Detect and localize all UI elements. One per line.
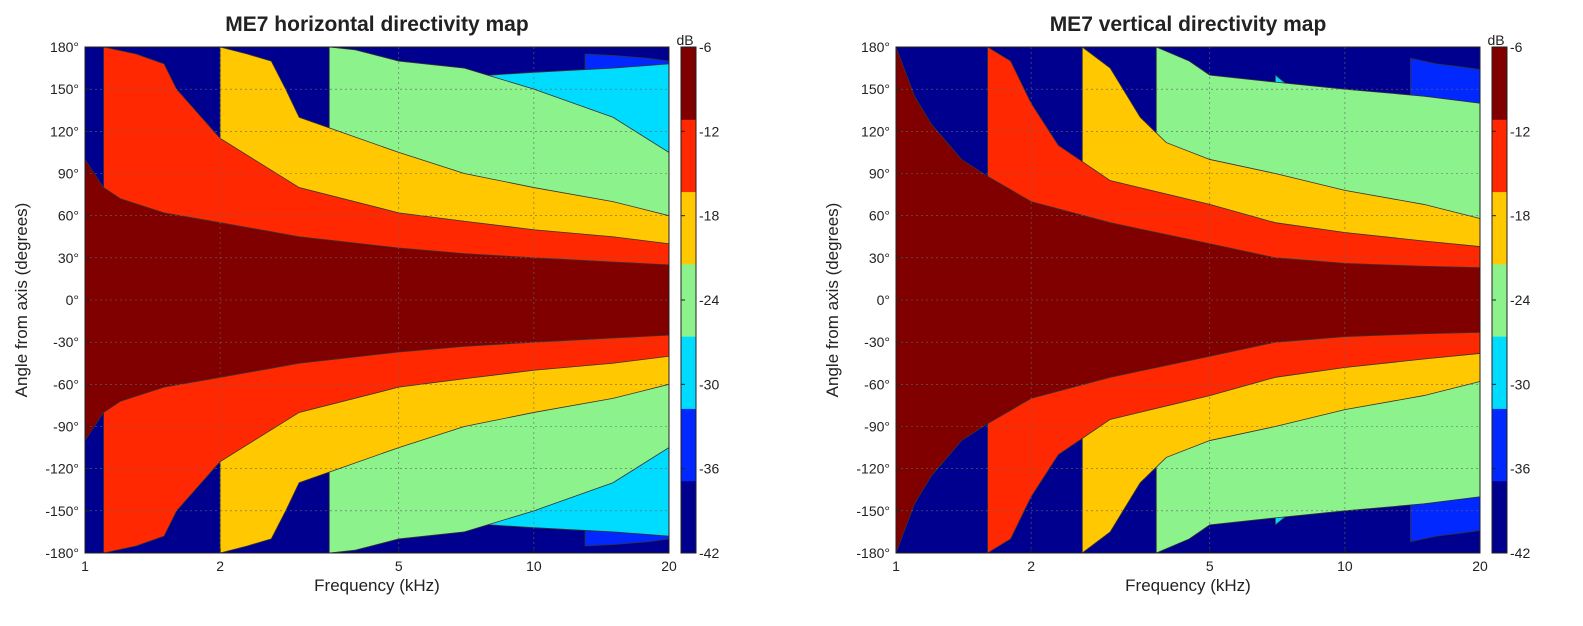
x-tick-label: 5 — [1206, 558, 1214, 574]
y-tick-label: -120° — [45, 461, 79, 477]
y-tick-label: 30° — [869, 250, 890, 266]
y-tick-label: -180° — [856, 545, 890, 561]
y-tick-label: -60° — [864, 376, 890, 392]
colorbar-tick-label: -42 — [699, 545, 719, 561]
colorbar-swatch — [681, 408, 696, 482]
colorbar-tick-label: -30 — [699, 376, 719, 392]
y-tick-label: -90° — [53, 419, 79, 435]
colorbar-swatch — [681, 191, 696, 265]
colorbar-swatch — [681, 336, 696, 409]
y-tick-label: 0° — [66, 292, 79, 308]
y-tick-label: 120° — [861, 123, 890, 139]
y-tick-label: -90° — [864, 419, 890, 435]
colorbar-tick-label: -18 — [1510, 208, 1530, 224]
x-axis-label: Frequency (kHz) — [1125, 576, 1251, 595]
colorbar-swatch — [681, 47, 696, 120]
y-tick-label: -60° — [53, 376, 79, 392]
y-tick-label: -180° — [45, 545, 79, 561]
colorbar: -6 -12 -18 -24 -30 -36 -42 dB — [676, 32, 719, 561]
colorbar-tick-label: -12 — [1510, 123, 1530, 139]
y-tick-label: 120° — [50, 123, 79, 139]
colorbar-swatch — [1492, 119, 1507, 193]
colorbar-swatch — [681, 119, 696, 193]
colorbar-swatch — [1492, 47, 1507, 120]
y-tick-label: -150° — [856, 503, 890, 519]
colorbar-tick-label: -24 — [699, 292, 719, 308]
y-tick-label: 180° — [50, 39, 79, 55]
y-tick-label: -120° — [856, 461, 890, 477]
y-tick-label: 30° — [58, 250, 79, 266]
y-axis-label: Angle from axis (degrees) — [12, 203, 31, 398]
y-tick-label: 60° — [58, 208, 79, 224]
y-tick-label: 180° — [861, 39, 890, 55]
y-tick-label: 90° — [58, 166, 79, 182]
colorbar-label: dB — [676, 32, 693, 48]
colorbar-swatch — [1492, 263, 1507, 337]
colorbar-tick-label: -6 — [699, 39, 712, 55]
y-tick-label: 90° — [869, 166, 890, 182]
colorbar-tick-label: -36 — [699, 461, 719, 477]
colorbar: -6 -12 -18 -24 -30 -36 -42 dB — [1487, 32, 1530, 561]
colorbar-tick-label: -12 — [699, 123, 719, 139]
y-tick-label: 0° — [877, 292, 890, 308]
colorbar-swatch — [1492, 480, 1507, 554]
colorbar-swatch — [1492, 336, 1507, 409]
x-tick-label: 20 — [1472, 558, 1488, 574]
chart-panel-2: 1 2 5 10 20 180° 150° 120° 90° 60° 30° 0° -30° -60° -9… — [823, 13, 1530, 595]
colorbar-tick-label: -30 — [1510, 376, 1530, 392]
y-tick-label: -30° — [864, 334, 890, 350]
chart-title: ME7 vertical directivity map — [1050, 13, 1327, 36]
colorbar-swatch — [681, 263, 696, 337]
y-tick-label: 150° — [50, 81, 79, 97]
colorbar-tick-label: -42 — [1510, 545, 1530, 561]
y-tick-label: -30° — [53, 334, 79, 350]
colorbar-label: dB — [1487, 32, 1504, 48]
y-tick-label: 60° — [869, 208, 890, 224]
colorbar-tick-label: -36 — [1510, 461, 1530, 477]
y-tick-label: 150° — [861, 81, 890, 97]
x-tick-label: 2 — [216, 558, 224, 574]
y-axis-label: Angle from axis (degrees) — [823, 203, 842, 398]
colorbar-tick-label: -18 — [699, 208, 719, 224]
x-tick-label: 1 — [892, 558, 900, 574]
x-tick-label: 10 — [526, 558, 542, 574]
x-axis-label: Frequency (kHz) — [314, 576, 440, 595]
colorbar-swatch — [1492, 191, 1507, 265]
colorbar-tick-label: -6 — [1510, 39, 1523, 55]
chart-panel-1: 1 2 5 10 20 180° 150° 120° 90° 60° 30° 0° -30° -60° -9… — [12, 13, 719, 595]
colorbar-tick-label: -24 — [1510, 292, 1530, 308]
chart-title: ME7 horizontal directivity map — [225, 13, 528, 36]
x-tick-label: 1 — [81, 558, 89, 574]
colorbar-swatch — [1492, 408, 1507, 482]
y-tick-label: -150° — [45, 503, 79, 519]
x-tick-label: 20 — [661, 558, 677, 574]
x-tick-label: 10 — [1337, 558, 1353, 574]
x-tick-label: 5 — [395, 558, 403, 574]
x-tick-label: 2 — [1027, 558, 1035, 574]
colorbar-swatch — [681, 480, 696, 554]
